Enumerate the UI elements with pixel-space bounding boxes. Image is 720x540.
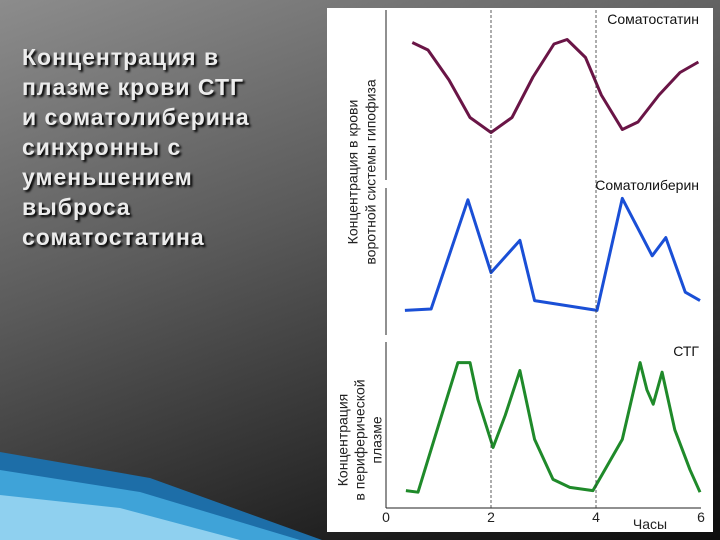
title-line: плазме крови СТГ [22,74,245,100]
y-axis-label: Концентрация в крови [345,100,361,245]
swoosh [0,495,240,540]
x-tick-label: 2 [487,509,495,525]
title-line: выброса [22,194,131,220]
y-axis-label: воротной системы гипофиза [363,79,379,264]
figure-panel [327,8,713,532]
series-line [405,361,702,494]
slide-title: Концентрация в плазме крови СТГ и соматоли… [22,42,250,252]
x-tick-label: 0 [382,509,390,525]
series-label: Соматолиберин [595,177,699,193]
title-line: синхронны с [22,134,182,160]
series-line [411,38,700,134]
y-axis-label: Концентрация [335,394,351,486]
title-line: соматостатина [22,224,205,250]
y-axis-label: плазме [369,416,385,463]
series-line [404,196,701,312]
title-line: уменьшением [22,164,193,190]
x-axis-label: Часы [633,516,667,532]
x-tick-label: 4 [592,509,600,525]
series-label: СТГ [673,343,699,359]
title-line: и соматолиберина [22,104,250,130]
title-line: Концентрация в [22,44,220,70]
series-label: Соматостатин [607,11,699,27]
x-tick-label: 6 [697,509,705,525]
y-axis-label: в периферической [352,379,368,500]
